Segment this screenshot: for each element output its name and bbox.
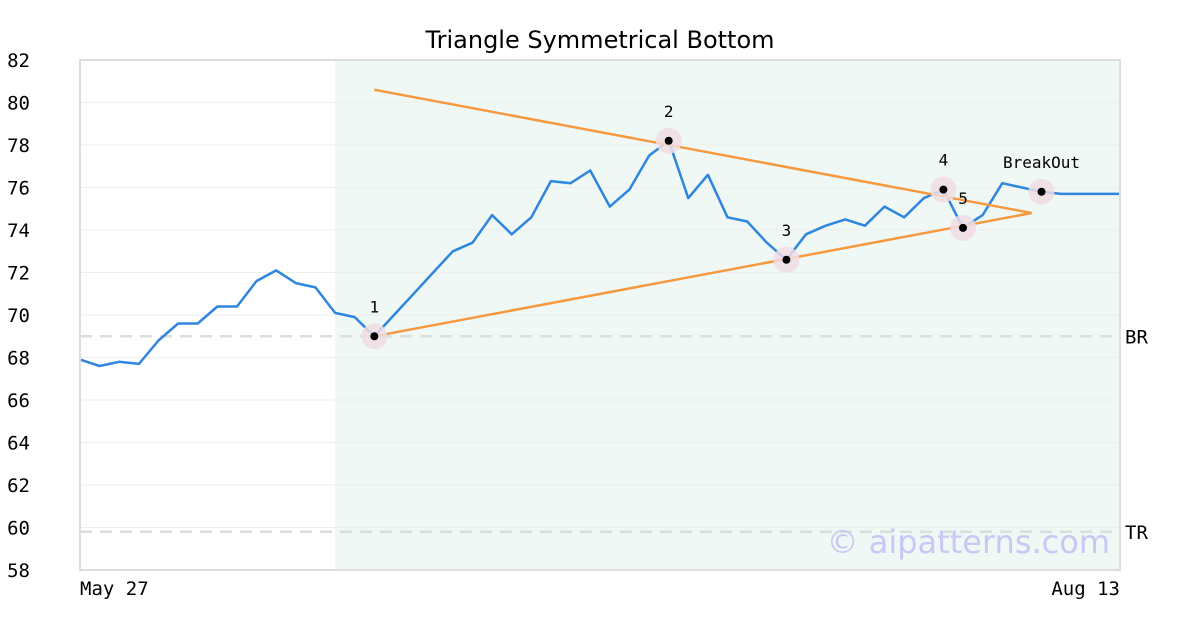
y-tick-label: 68 <box>7 348 30 370</box>
pivot-label-2: 2 <box>664 102 674 121</box>
pivot-markers: 1 2 3 45 BreakOut <box>361 102 1080 350</box>
pivot-dot-3 <box>782 255 791 264</box>
y-tick-label: 66 <box>7 390 30 412</box>
y-tick-label: 80 <box>7 93 30 115</box>
y-tick-label: 74 <box>7 220 30 242</box>
pivot-dot-4 <box>939 185 948 194</box>
pivot-label-3: 3 <box>782 221 792 240</box>
pivot-label-4: 4 <box>939 151 949 170</box>
y-tick-label: 72 <box>7 263 30 285</box>
reference-label-tr: TR <box>1125 522 1148 544</box>
pivot-dot-breakout <box>1037 187 1046 196</box>
y-tick-label: 58 <box>7 560 30 582</box>
pivot-dot-5 <box>959 223 968 232</box>
trendlines <box>374 88 1032 338</box>
y-tick-label: 62 <box>7 475 30 497</box>
pivot-dot-2 <box>664 136 673 145</box>
pivot-dot-1 <box>370 332 379 341</box>
y-tick-labels: 58 60 62 64 66 68 70 72 74 76 78 80 82 <box>7 50 30 582</box>
plot-border <box>79 59 1121 571</box>
pivot-label-breakout: BreakOut <box>1003 153 1080 172</box>
x-tick-label-start: May 27 <box>80 578 149 600</box>
x-tick-label-end: Aug 13 <box>1051 578 1120 600</box>
lower-trendline <box>374 211 1032 338</box>
reference-lines: BR TR <box>80 326 1148 544</box>
pivot-label-5: 5 <box>958 189 968 208</box>
y-tick-label: 70 <box>7 305 30 327</box>
chart-title: Triangle Symmetrical Bottom <box>424 26 774 54</box>
pivot-label-1: 1 <box>370 297 380 316</box>
y-tick-label: 78 <box>7 135 30 157</box>
y-tick-label: 76 <box>7 178 30 200</box>
upper-trendline <box>374 88 1032 215</box>
reference-label-br: BR <box>1125 326 1148 348</box>
y-tick-label: 60 <box>7 518 30 540</box>
watermark: © aipatterns.com <box>827 523 1110 561</box>
y-tick-label: 64 <box>7 433 30 455</box>
y-tick-label: 82 <box>7 50 30 72</box>
